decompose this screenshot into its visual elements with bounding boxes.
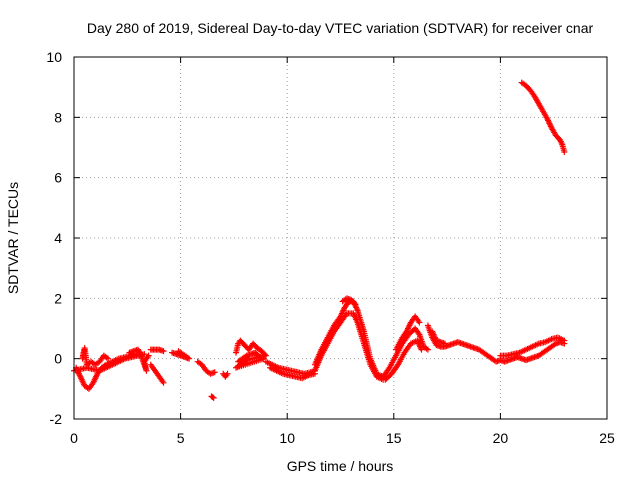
data-point bbox=[211, 369, 218, 376]
y-tick-label: 6 bbox=[54, 170, 62, 186]
x-tick-label: 10 bbox=[279, 430, 295, 446]
plot-frame bbox=[73, 56, 608, 420]
data-point bbox=[418, 346, 425, 353]
x-tick-label: 0 bbox=[70, 430, 78, 446]
data-point bbox=[561, 337, 568, 344]
tick-marks bbox=[73, 56, 608, 420]
x-tick-label: 15 bbox=[386, 430, 402, 446]
track-seg-4 bbox=[147, 361, 167, 386]
track-seg-17-alt bbox=[429, 328, 448, 347]
y-tick-labels: -2 0 2 4 6 8 10 bbox=[46, 49, 62, 427]
data-point bbox=[175, 348, 182, 355]
y-axis-label: SDTVAR / TECUs bbox=[5, 182, 21, 294]
data-point bbox=[352, 301, 359, 308]
data-point bbox=[145, 352, 152, 359]
track-seg-6 bbox=[194, 358, 218, 377]
track-wave-12-14-b bbox=[311, 298, 387, 380]
data-point bbox=[224, 370, 231, 377]
track-cluster-8 bbox=[233, 337, 269, 371]
track-wave-15-c bbox=[392, 313, 423, 353]
data-point bbox=[441, 340, 448, 347]
data-point bbox=[210, 394, 217, 401]
track-early-spike bbox=[79, 345, 112, 368]
y-tick-label: 2 bbox=[54, 290, 62, 306]
x-tick-label: 20 bbox=[493, 430, 509, 446]
y-tick-label: 10 bbox=[46, 49, 62, 65]
y-tick-label: 0 bbox=[54, 351, 62, 367]
data-point bbox=[209, 394, 216, 401]
track-seg-16-18 bbox=[424, 322, 495, 362]
x-tick-labels: 0 5 10 15 20 25 bbox=[70, 430, 615, 446]
y-tick-label: 4 bbox=[54, 230, 62, 246]
data-point bbox=[160, 348, 167, 355]
data-point bbox=[424, 346, 431, 353]
track-upper-trend bbox=[518, 79, 568, 156]
data-points bbox=[71, 79, 568, 401]
track-seg-20-a bbox=[488, 339, 568, 365]
grid-lines bbox=[74, 57, 607, 419]
data-point bbox=[351, 300, 358, 307]
x-axis-label: GPS time / hours bbox=[287, 458, 394, 474]
data-point bbox=[561, 149, 568, 156]
track-seg-20-b bbox=[497, 334, 568, 359]
data-point bbox=[105, 355, 112, 362]
y-tick-label: -2 bbox=[50, 411, 63, 427]
track-wave-15-b bbox=[382, 337, 425, 383]
data-point bbox=[245, 355, 252, 362]
chart-title: Day 280 of 2019, Sidereal Day-to-day VTE… bbox=[87, 20, 594, 36]
track-seg-3-5 bbox=[147, 346, 167, 355]
track-seg-5 bbox=[169, 348, 193, 362]
x-tick-label: 5 bbox=[177, 430, 185, 446]
track-wave-12-14-c bbox=[339, 295, 359, 308]
track-hump-3h bbox=[126, 346, 152, 374]
y-tick-label: 8 bbox=[54, 109, 62, 125]
x-tick-label: 25 bbox=[599, 430, 615, 446]
data-point bbox=[160, 379, 167, 386]
track-seg-7 bbox=[220, 370, 231, 380]
track-seg-9-11b bbox=[267, 364, 318, 382]
track-dip-6.5 bbox=[208, 393, 217, 401]
data-point bbox=[416, 319, 423, 326]
